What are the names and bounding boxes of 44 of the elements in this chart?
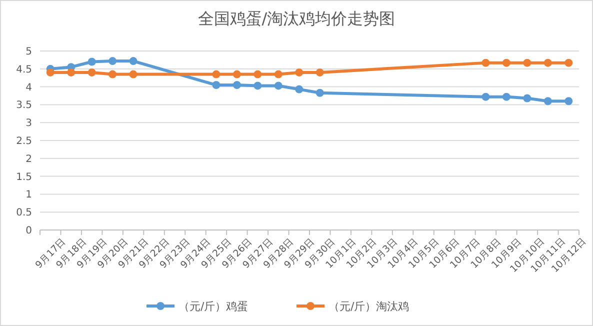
point: [274, 70, 282, 78]
point: [232, 70, 241, 78]
y-tick-label: 3: [26, 118, 32, 130]
point: [88, 68, 96, 76]
point: [316, 68, 324, 76]
point: [212, 81, 220, 90]
point: [274, 82, 282, 90]
point: [523, 58, 532, 67]
y-tick-label: 5: [26, 46, 32, 58]
point: [482, 58, 490, 67]
legend-label: （元/斤）淘汰鸡: [328, 300, 410, 313]
y-tick-label: 3.5: [16, 100, 32, 112]
point: [46, 68, 54, 76]
y-tick-label: 1.5: [16, 172, 32, 183]
point: [295, 85, 304, 94]
point: [129, 57, 138, 66]
point: [254, 70, 262, 78]
y-tick-label: 1: [26, 190, 32, 201]
y-tick-label: 4: [26, 82, 32, 94]
point: [502, 58, 510, 67]
point: [502, 92, 510, 101]
point: [232, 81, 241, 90]
point: [212, 70, 220, 78]
point: [564, 58, 573, 67]
y-tick-label: 4.5: [16, 64, 32, 76]
y-tick-label: 2: [26, 154, 32, 165]
point: [295, 68, 304, 76]
point: [254, 82, 262, 90]
point: [108, 70, 117, 78]
point: [482, 92, 490, 101]
point: [544, 58, 552, 67]
y-tick-label: 2.5: [16, 136, 32, 147]
point: [564, 97, 573, 106]
point: [67, 68, 76, 76]
legend-label: （元/斤）鸡蛋: [178, 300, 248, 313]
point: [544, 97, 552, 106]
y-tick-label: 0.5: [16, 208, 32, 219]
point: [88, 58, 96, 66]
point: [316, 88, 324, 97]
y-tick-label: 0: [26, 226, 32, 236]
point: [129, 70, 138, 78]
point: [108, 57, 117, 66]
point: [523, 94, 532, 102]
chart-title: 全国鸡蛋/淘汰鸡均价走势图: [198, 9, 396, 28]
